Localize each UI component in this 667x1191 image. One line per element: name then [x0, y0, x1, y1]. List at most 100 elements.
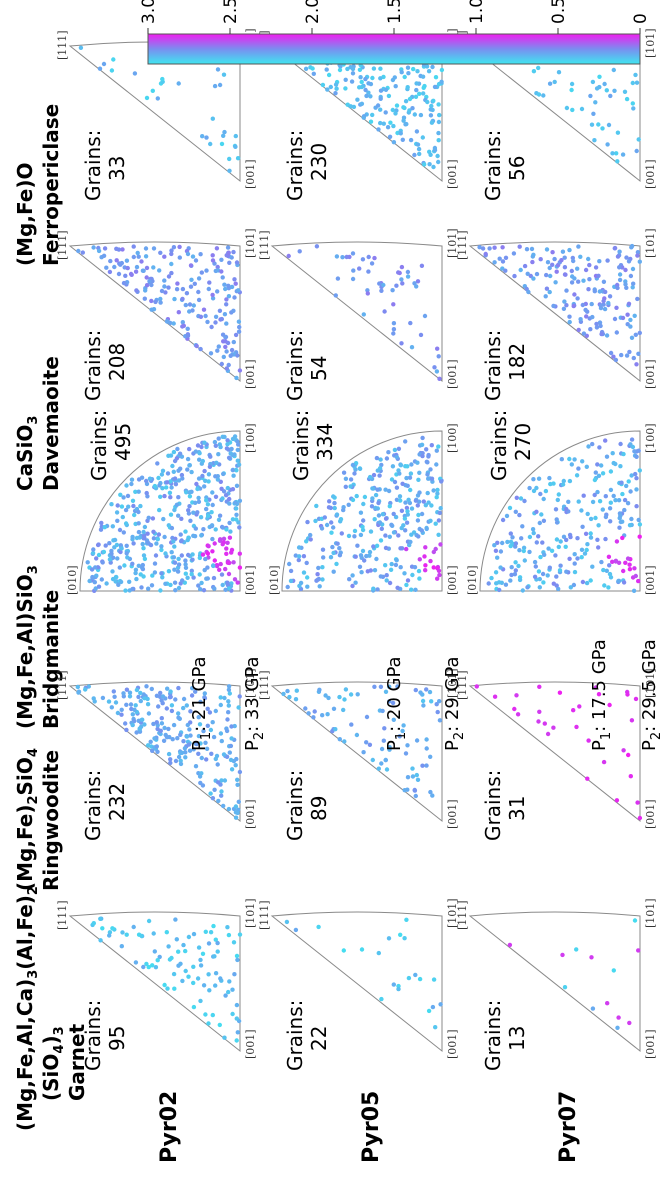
grain-point — [575, 536, 580, 541]
grain-point — [106, 699, 112, 704]
grain-point — [303, 706, 308, 711]
grain-point — [399, 508, 405, 513]
grain-point — [608, 93, 613, 99]
grain-point — [206, 941, 212, 946]
grain-point — [141, 574, 146, 579]
grain-point — [193, 258, 199, 263]
grain-point — [337, 67, 343, 73]
grain-point — [616, 498, 622, 503]
grain-point — [197, 457, 202, 462]
grain-point — [92, 580, 98, 585]
dir-label-111: [111] — [258, 670, 271, 700]
grain-point — [191, 980, 196, 986]
grain-point — [507, 505, 513, 511]
grain-point — [428, 789, 433, 795]
grain-point — [611, 354, 616, 359]
grain-point — [207, 710, 213, 715]
grain-point — [372, 255, 377, 261]
grain-point — [142, 524, 148, 530]
grain-point — [390, 288, 395, 293]
grain-point — [114, 510, 120, 515]
grain-point — [358, 510, 364, 515]
pressure-1-r1: P1: 20 GPa — [384, 656, 409, 751]
grain-point — [233, 815, 239, 820]
grain-point — [404, 505, 410, 511]
grain-point — [224, 302, 229, 307]
grain-point — [403, 439, 408, 444]
grain-point — [183, 968, 188, 974]
grain-point — [521, 548, 526, 554]
grain-point — [420, 74, 426, 79]
grain-point — [317, 584, 322, 589]
grain-point — [628, 489, 633, 494]
grain-point — [333, 293, 338, 298]
grain-point — [163, 551, 168, 556]
grain-point — [553, 280, 558, 285]
grain-point — [185, 467, 190, 472]
grain-point — [596, 473, 602, 478]
grain-point — [385, 124, 391, 130]
grain-point — [323, 693, 328, 698]
grain-point — [221, 72, 227, 77]
grain-point — [529, 246, 535, 252]
grain-point — [136, 509, 141, 515]
grain-point — [218, 702, 224, 708]
grain-point — [410, 766, 415, 771]
grain-point — [157, 954, 162, 960]
grain-point — [133, 570, 138, 576]
grain-point — [424, 64, 430, 69]
grain-point — [571, 303, 576, 309]
grain-point — [541, 580, 546, 585]
grain-point — [206, 1021, 211, 1026]
grain-point — [173, 917, 178, 922]
grain-point — [130, 586, 135, 592]
grain-point — [414, 738, 420, 743]
grain-point — [564, 506, 569, 512]
grain-point — [183, 529, 188, 534]
ipf-panel-r1-c1: [001][101][111]Grains: 89 — [258, 668, 459, 841]
grain-point — [235, 353, 240, 358]
grain-point — [371, 586, 376, 591]
grain-point — [629, 473, 634, 478]
grain-point — [210, 720, 215, 725]
grain-point — [186, 934, 192, 940]
grain-point — [223, 566, 228, 572]
grain-point — [108, 258, 113, 264]
grain-point — [316, 565, 321, 571]
grain-point — [208, 791, 213, 796]
grain-point — [512, 706, 517, 712]
grain-point — [123, 721, 128, 726]
grain-point — [370, 75, 375, 81]
grain-point — [615, 285, 620, 291]
grain-point — [96, 552, 102, 558]
grain-point — [398, 546, 403, 551]
grain-point — [215, 348, 220, 353]
grain-point — [134, 576, 139, 582]
grain-point — [233, 804, 239, 809]
grain-point — [392, 479, 398, 485]
grain-point — [397, 494, 403, 499]
grain-point — [214, 246, 220, 251]
grain-point — [362, 494, 368, 500]
grain-point — [404, 475, 409, 481]
grain-point — [624, 285, 629, 290]
grain-point — [193, 449, 199, 454]
grain-point — [429, 103, 434, 109]
grain-point — [393, 514, 399, 520]
grain-point — [401, 118, 406, 123]
grain-point — [233, 133, 239, 139]
grain-point — [210, 502, 215, 508]
grain-point — [193, 689, 198, 694]
grain-point — [78, 45, 84, 50]
grain-point — [567, 319, 572, 325]
grain-point — [405, 274, 411, 279]
grain-point — [100, 695, 106, 701]
grain-point — [417, 151, 422, 157]
grain-point — [119, 504, 125, 509]
grain-point — [155, 537, 161, 542]
grain-point — [363, 87, 368, 93]
grain-point — [358, 74, 363, 80]
grain-point — [127, 579, 132, 584]
grain-point — [545, 573, 550, 578]
grain-point — [614, 798, 620, 803]
